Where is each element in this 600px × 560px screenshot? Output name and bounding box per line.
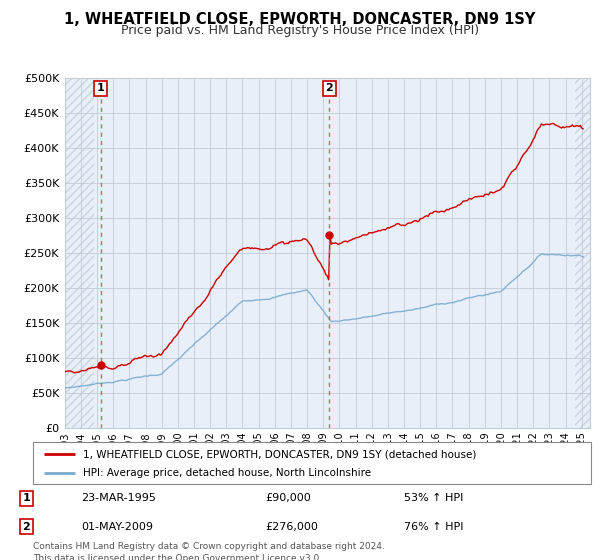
Text: Price paid vs. HM Land Registry's House Price Index (HPI): Price paid vs. HM Land Registry's House … [121, 24, 479, 36]
Bar [65, 78, 94, 428]
Text: 23-MAR-1995: 23-MAR-1995 [81, 493, 156, 503]
FancyBboxPatch shape [33, 442, 591, 484]
Text: 1: 1 [97, 83, 104, 94]
Bar [575, 78, 592, 428]
Text: £90,000: £90,000 [265, 493, 311, 503]
Text: 1: 1 [23, 493, 30, 503]
Text: 1, WHEATFIELD CLOSE, EPWORTH, DONCASTER, DN9 1SY: 1, WHEATFIELD CLOSE, EPWORTH, DONCASTER,… [64, 12, 536, 27]
Text: 1, WHEATFIELD CLOSE, EPWORTH, DONCASTER, DN9 1SY (detached house): 1, WHEATFIELD CLOSE, EPWORTH, DONCASTER,… [83, 449, 476, 459]
Text: 01-MAY-2009: 01-MAY-2009 [81, 521, 153, 531]
Text: 76% ↑ HPI: 76% ↑ HPI [404, 521, 463, 531]
Text: £276,000: £276,000 [265, 521, 319, 531]
Text: 2: 2 [326, 83, 333, 94]
Text: 53% ↑ HPI: 53% ↑ HPI [404, 493, 463, 503]
Text: Contains HM Land Registry data © Crown copyright and database right 2024.
This d: Contains HM Land Registry data © Crown c… [33, 542, 385, 560]
Text: HPI: Average price, detached house, North Lincolnshire: HPI: Average price, detached house, Nort… [83, 469, 371, 478]
Text: 2: 2 [23, 521, 30, 531]
